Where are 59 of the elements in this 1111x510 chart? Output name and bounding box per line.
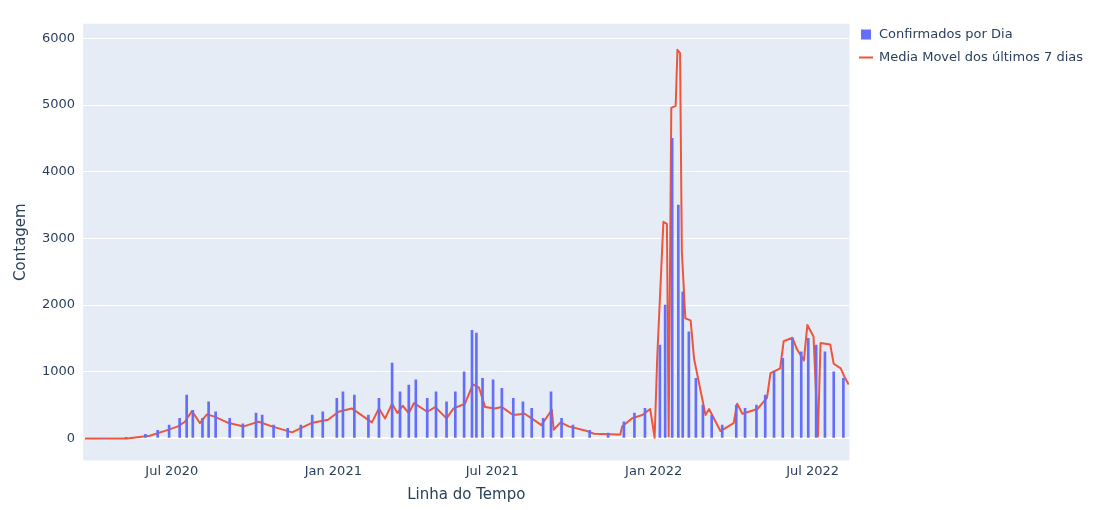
bar — [560, 418, 563, 438]
bar — [781, 358, 785, 438]
y-axis-title: Contagem — [10, 203, 29, 281]
legend-label: Confirmados por Dia — [879, 25, 1013, 41]
bar — [272, 424, 275, 438]
bar — [633, 412, 636, 438]
bar — [367, 414, 370, 438]
x-tick-label: Jul 2021 — [464, 462, 519, 478]
bar — [481, 378, 484, 438]
y-tick-label: 4000 — [41, 163, 76, 179]
x-tick-label: Jul 2020 — [144, 462, 199, 478]
x-axis-title: Linha do Tempo — [407, 484, 526, 503]
legend-label: Media Movel dos últimos 7 dias — [879, 48, 1084, 64]
bar — [734, 404, 738, 438]
bar — [755, 404, 758, 438]
bar — [201, 418, 204, 438]
y-tick-label: 1000 — [41, 363, 76, 379]
bar — [335, 398, 339, 438]
bar — [414, 379, 418, 438]
bar — [511, 398, 515, 438]
y-tick-label: 0 — [66, 429, 76, 445]
bar — [353, 394, 356, 438]
bar — [799, 351, 803, 438]
bar — [407, 384, 411, 438]
bar — [710, 414, 714, 438]
bar — [144, 434, 147, 438]
bar — [676, 204, 680, 438]
bar — [286, 428, 289, 438]
bar — [454, 391, 457, 438]
bar — [670, 138, 674, 438]
y-tick-label: 5000 — [41, 96, 76, 112]
bar — [207, 401, 210, 438]
bar — [832, 371, 836, 438]
bar — [321, 411, 325, 438]
bar — [425, 398, 429, 438]
bar — [310, 414, 314, 438]
y-tick-label: 3000 — [41, 229, 76, 245]
x-tick-label: Jul 2022 — [785, 462, 840, 478]
bar — [156, 430, 160, 438]
bar — [185, 394, 189, 438]
bar — [791, 338, 794, 438]
bar — [214, 411, 217, 438]
bar — [588, 430, 591, 438]
x-tick-label: Jan 2021 — [303, 462, 362, 478]
bar — [475, 332, 478, 438]
bar — [260, 414, 264, 438]
bar — [842, 378, 845, 438]
bar — [299, 424, 303, 438]
bar — [228, 418, 232, 438]
y-tick-label: 2000 — [41, 296, 76, 312]
bar — [763, 394, 767, 438]
bar — [445, 401, 448, 438]
x-tick-label: Jan 2022 — [624, 462, 683, 478]
bar — [720, 424, 724, 438]
bar — [806, 338, 810, 438]
y-tick-label: 6000 — [41, 29, 76, 45]
bar — [191, 410, 195, 438]
bar — [530, 408, 534, 438]
bar — [178, 418, 181, 438]
